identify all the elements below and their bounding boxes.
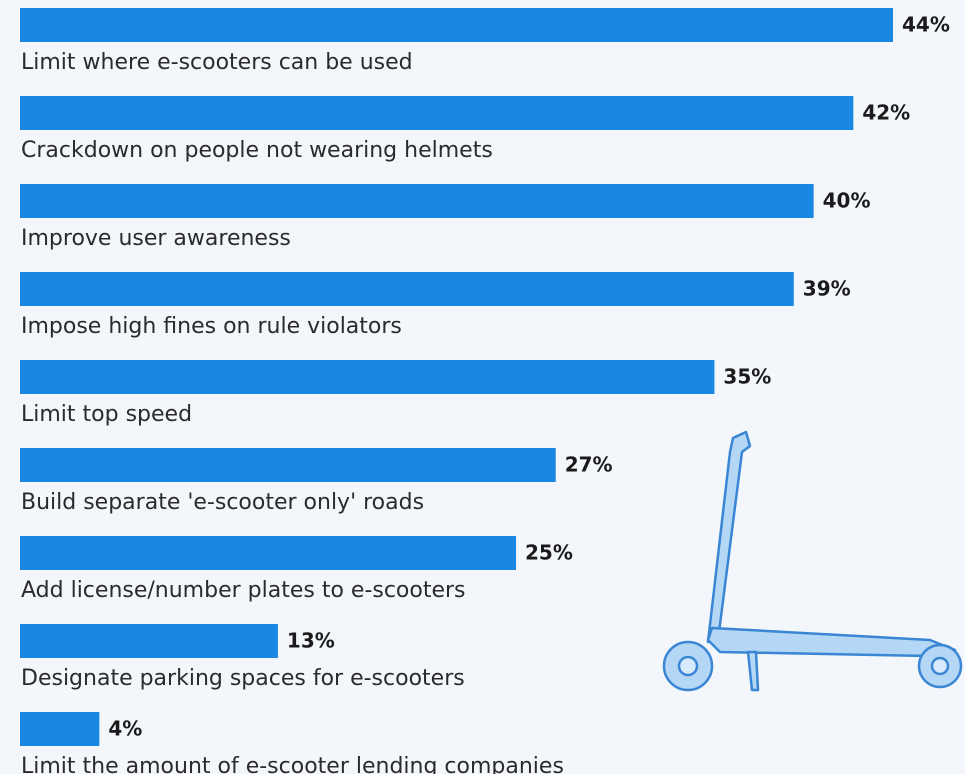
- value-label: 35%: [723, 365, 771, 389]
- bar: [20, 448, 556, 482]
- value-label: 27%: [565, 453, 613, 477]
- category-label: Impose high fines on rule violators: [21, 314, 402, 339]
- bar: [20, 96, 854, 130]
- value-label: 39%: [803, 277, 851, 301]
- value-label: 13%: [287, 629, 335, 653]
- bar: [20, 712, 100, 746]
- category-label: Limit the amount of e-scooter lending co…: [21, 754, 564, 774]
- bar: [20, 184, 814, 218]
- scooter-illustration: [662, 430, 963, 692]
- category-label: Limit where e-scooters can be used: [21, 50, 413, 75]
- value-label: 25%: [525, 541, 573, 565]
- bar: [20, 624, 278, 658]
- bar: [20, 536, 517, 570]
- bar: [20, 360, 715, 394]
- category-label: Add license/number plates to e-scooters: [21, 578, 466, 603]
- bar: [20, 8, 893, 42]
- value-label: 42%: [862, 101, 910, 125]
- value-label: 40%: [823, 189, 871, 213]
- bar: [20, 272, 794, 306]
- value-label: 44%: [902, 13, 950, 37]
- category-label: Limit top speed: [21, 402, 192, 427]
- category-label: Improve user awareness: [21, 226, 291, 251]
- value-label: 4%: [108, 717, 142, 741]
- category-label: Designate parking spaces for e-scooters: [21, 666, 465, 691]
- category-label: Build separate 'e-scooter only' roads: [21, 490, 424, 515]
- category-label: Crackdown on people not wearing helmets: [21, 138, 493, 163]
